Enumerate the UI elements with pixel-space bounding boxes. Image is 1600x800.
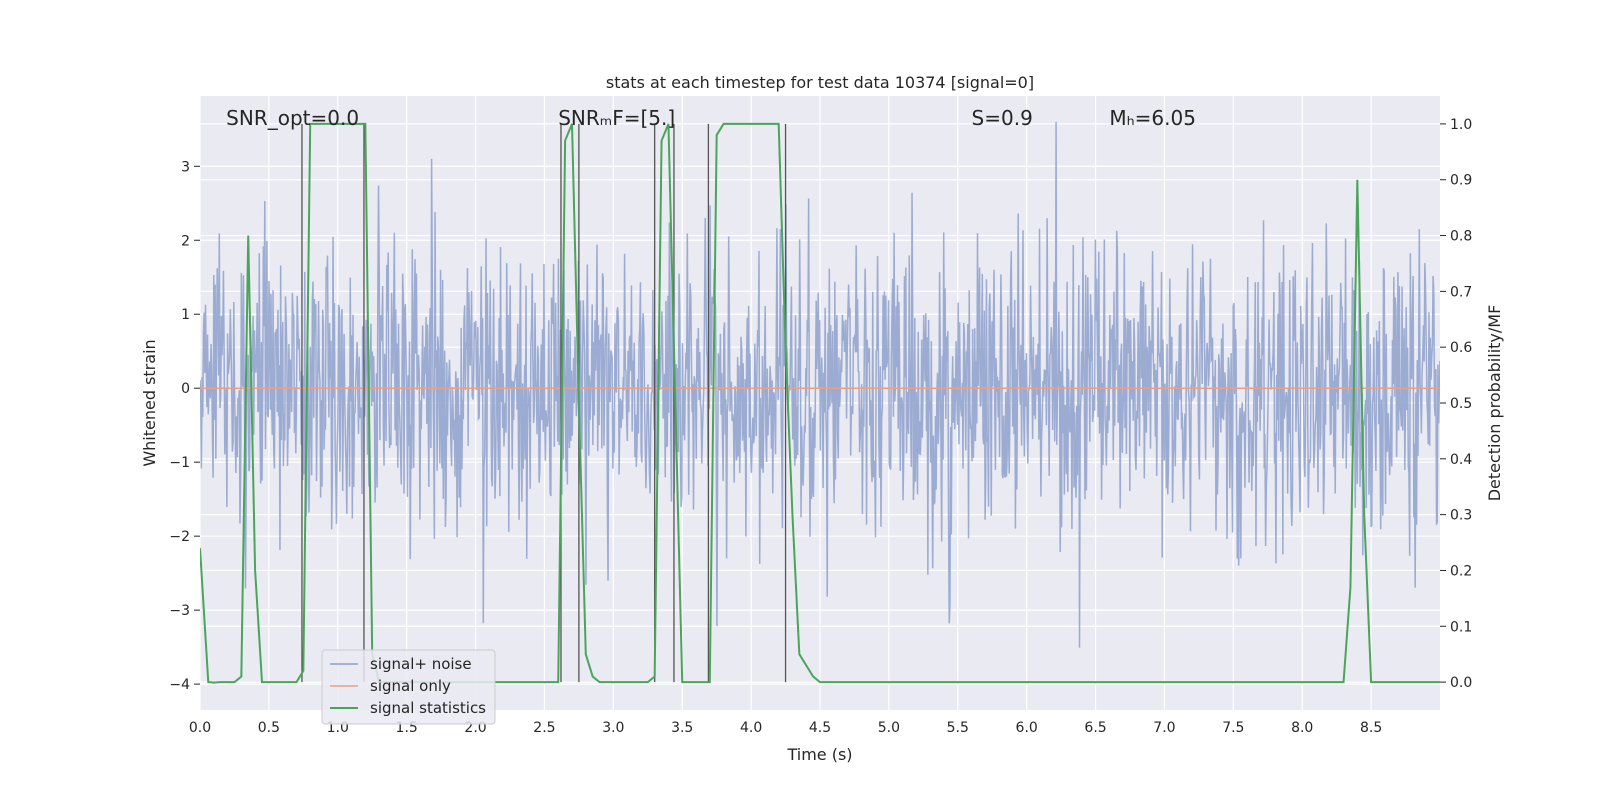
y-tick-label: −4 [169, 677, 190, 693]
y2-tick-label: 0.4 [1450, 452, 1472, 468]
legend-label-signal-only: signal only [370, 677, 451, 695]
y-tick-label: −1 [169, 455, 190, 471]
series-signal-plus-noise [200, 121, 1440, 648]
y-axis-label: Whitened strain [140, 339, 159, 466]
y2-tick-label: 1.0 [1450, 117, 1472, 133]
y-tick-label: 3 [181, 159, 190, 175]
legend-label-signal-statistics: signal statistics [370, 699, 486, 717]
y2-tick-label: 0.5 [1450, 396, 1472, 412]
y-axis-ticks: 3 2 1 0 −1 −2 −3 −4 [169, 159, 200, 693]
chart-title: stats at each timestep for test data 103… [606, 73, 1034, 92]
x-tick-label: 8.5 [1360, 720, 1382, 736]
annotation: S=0.9 [972, 106, 1033, 130]
annotation: Mₕ=6.05 [1109, 106, 1196, 130]
legend: signal+ noise signal only signal statist… [321, 649, 496, 725]
y-tick-label: 2 [181, 233, 190, 249]
x-tick-label: 2.5 [533, 720, 555, 736]
y2-tick-label: 0.3 [1450, 508, 1472, 524]
x-tick-label: 7.5 [1222, 720, 1244, 736]
x-tick-label: 3.5 [671, 720, 693, 736]
x-tick-label: 6.0 [1016, 720, 1038, 736]
y-tick-label: 0 [181, 381, 190, 397]
y2-tick-label: 0.9 [1450, 173, 1472, 189]
y2-axis-label: Detection probability/MF [1485, 305, 1504, 502]
y2-tick-label: 0.2 [1450, 563, 1472, 579]
y-tick-label: −3 [169, 603, 190, 619]
y2-tick-label: 0.1 [1450, 619, 1472, 635]
y2-tick-label: 0.8 [1450, 229, 1472, 245]
x-tick-label: 5.5 [947, 720, 969, 736]
y2-axis-ticks: 1.0 0.9 0.8 0.7 0.6 0.5 0.4 0.3 0.2 0.1 0.0 [1440, 117, 1472, 691]
x-tick-label: 4.5 [809, 720, 831, 736]
y-tick-label: −2 [169, 529, 190, 545]
y-tick-label: 1 [181, 307, 190, 323]
annotation: SNR_opt=0.0 [226, 106, 359, 130]
x-axis-ticks: 0.0 0.5 1.0 1.5 2.0 2.5 3.0 3.5 4.0 4.5 5.0 5.5 6.0 6… [189, 720, 1382, 736]
y2-tick-label: 0.0 [1450, 675, 1472, 691]
annotation: SNRₘF=[5.] [558, 106, 675, 130]
x-tick-label: 4.0 [740, 720, 762, 736]
x-tick-label: 5.0 [878, 720, 900, 736]
legend-box [321, 649, 496, 725]
x-axis-label: Time (s) [786, 745, 852, 764]
legend-label-signal-plus-noise: signal+ noise [370, 655, 472, 673]
x-tick-label: 0.5 [258, 720, 280, 736]
x-tick-label: 8.0 [1291, 720, 1313, 736]
x-tick-label: 6.5 [1084, 720, 1106, 736]
x-tick-label: 7.0 [1153, 720, 1175, 736]
x-tick-label: 0.0 [189, 720, 211, 736]
x-tick-label: 3.0 [602, 720, 624, 736]
annotations: SNR_opt=0.0 SNRₘF=[5.] S=0.9 Mₕ=6.05 [226, 106, 1196, 130]
y2-tick-label: 0.7 [1450, 284, 1472, 300]
series-signal-statistics [200, 122, 1440, 684]
y2-tick-label: 0.6 [1450, 340, 1472, 356]
